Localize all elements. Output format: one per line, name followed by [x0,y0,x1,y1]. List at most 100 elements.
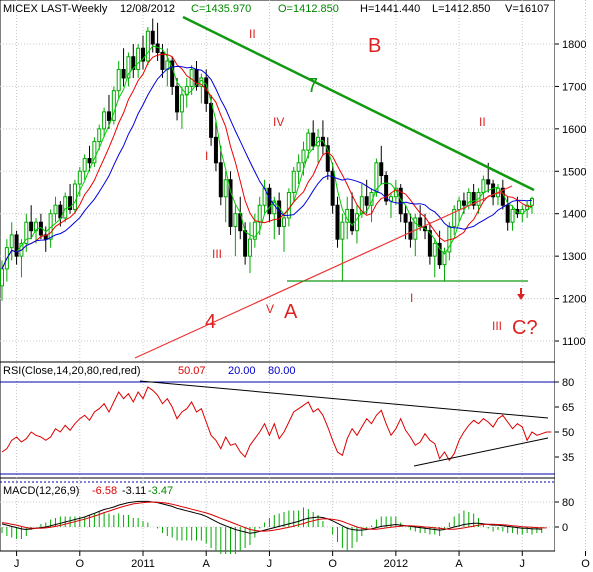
macd-header-label: MACD(12,26,9) [3,485,79,497]
candle-body [29,221,34,232]
candle-body [14,234,19,257]
macd-tick-label: 80 [562,497,574,509]
rsi-line [1,386,552,462]
candle-body [491,183,496,198]
candle-body [335,204,340,240]
candle-body [427,230,432,257]
candle-body [437,242,442,266]
macd-header-v1: -6.58 [92,485,117,497]
macd-series [1,500,547,554]
down-arrow-icon [517,288,525,300]
right-axis-area [555,0,593,572]
candle-body [87,158,92,164]
ma-slow-line [1,65,533,270]
macd-tick-label: 0 [562,522,568,534]
candle-body [306,132,311,151]
candle-body [131,56,136,70]
candle-body [9,234,14,249]
header-date: 12/08/2012 [120,3,175,15]
candle-body [379,162,384,177]
rsi-header-low: 20.00 [228,365,256,377]
x-tick-label: J [520,558,526,570]
candle-body [150,30,155,45]
candle-body [82,158,87,172]
candle-body [364,196,369,206]
price-tick-label: 1700 [562,81,586,93]
candle-body [461,200,466,206]
candle-body [243,230,248,257]
x-tick-label: 2012 [384,558,408,570]
candle-body [374,162,379,194]
wave-a-label: A [284,301,298,323]
macd-line [1,500,542,534]
macd-header-v3: -3.47 [148,485,173,497]
rsi-descending-trend [139,380,549,419]
rsi-panel-frame [0,361,556,479]
candle-body [530,197,534,206]
rsi-header-label: RSI(Close,14,20,80,red,red) [3,365,141,377]
candle-body [92,141,97,164]
rsi-axis: 35 50 65 80 [555,377,574,464]
candle-body [257,204,262,223]
candle-body [218,162,223,198]
price-panel-frame [0,0,556,363]
roman-iii-1: III [212,247,222,261]
candle-body [145,30,150,62]
candle-body [53,204,58,215]
candle-body [160,51,165,70]
candle-body [63,196,68,219]
candle-body [199,77,204,87]
x-tick-label: J [14,558,20,570]
candle-body [126,56,131,79]
candle-body [247,238,252,257]
candle-body [136,47,141,70]
price-axis: 1100 1200 1300 1400 1500 1600 1700 1800 [555,39,586,348]
candle-body [301,149,306,164]
candle-body [471,192,476,206]
candle-body [102,111,107,130]
rsi-header-value: 50.07 [178,365,206,377]
macd-header-v2: -3.11 [122,485,146,497]
grid-lines [0,0,586,551]
candle-body [510,208,515,223]
header-close: C=1435.970 [191,3,251,15]
candle-body [34,221,39,232]
x-tick-label: O [76,558,85,570]
price-tick-label: 1800 [562,39,586,51]
wave-c-label: C? [512,317,538,339]
rsi-tick-label: 65 [562,402,574,414]
candle-body [141,47,146,62]
rsi-tick-label: 80 [562,377,574,389]
candle-body [209,102,214,138]
candle-body [106,111,111,121]
candle-body [282,217,287,227]
price-candles [0,18,534,301]
candle-body [359,196,364,215]
support-line-4 [134,185,513,359]
macd-signal [1,501,547,532]
candle-body [442,251,447,266]
candle-body [267,187,272,215]
price-tick-label: 1400 [562,209,586,221]
roman-ii-1: II [249,27,256,41]
price-tick-label: 1600 [562,124,586,136]
candle-body [354,213,359,232]
rsi-tick-label: 50 [562,427,574,439]
candle-body [72,183,77,210]
line-4-label: 4 [205,311,216,333]
header-high: H=1441.440 [360,3,420,15]
candle-body [228,179,233,227]
rsi-ascending-trend [413,437,549,467]
candle-body [213,136,218,164]
candle-body [413,217,418,240]
candle-body [0,268,4,287]
rsi-header-high: 80.00 [268,365,296,377]
header-low: L=1412.850 [432,3,490,15]
candle-body [155,43,160,53]
candle-body [340,221,345,240]
roman-iii-2: III [492,319,502,333]
candle-body [175,85,180,113]
roman-iv: IV [273,115,284,129]
roman-v: V [266,302,274,316]
